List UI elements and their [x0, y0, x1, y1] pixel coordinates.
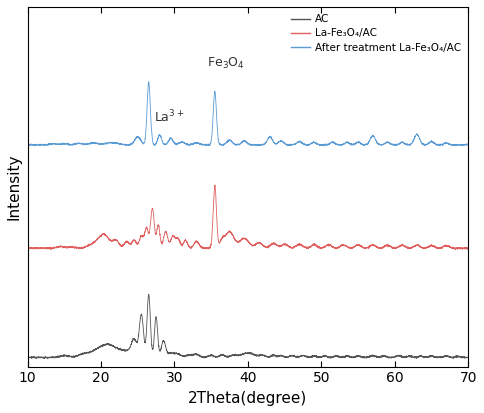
- Text: La$^{3+}$: La$^{3+}$: [154, 108, 184, 125]
- Text: Fe$_3$O$_4$: Fe$_3$O$_4$: [208, 56, 245, 71]
- X-axis label: 2Theta(degree): 2Theta(degree): [188, 391, 307, 406]
- Y-axis label: Intensity: Intensity: [7, 154, 22, 220]
- Legend: AC, La-Fe₃O₄/AC, After treatment La-Fe₃O₄/AC: AC, La-Fe₃O₄/AC, After treatment La-Fe₃O…: [289, 12, 463, 55]
